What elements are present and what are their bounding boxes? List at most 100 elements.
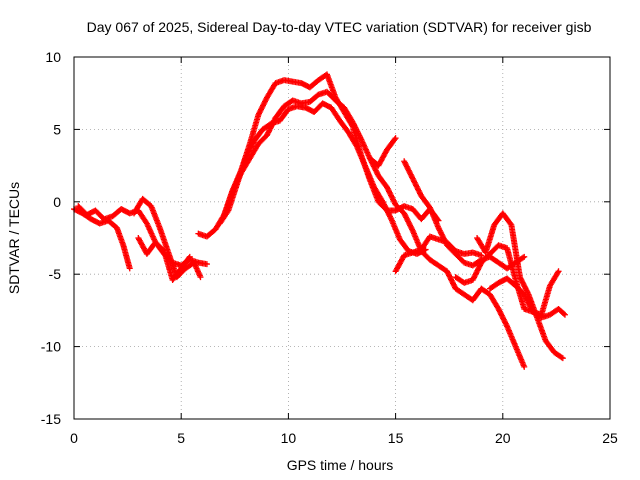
data-point <box>404 164 411 171</box>
data-point <box>386 212 393 219</box>
data-point <box>446 273 453 280</box>
data-point <box>501 317 508 324</box>
data-point <box>197 274 204 281</box>
data-point <box>521 291 528 298</box>
data-point <box>403 214 410 221</box>
data-point <box>248 143 255 150</box>
data-point <box>441 236 448 243</box>
data-point <box>260 102 267 109</box>
data-point <box>373 168 380 175</box>
data-point <box>450 281 457 288</box>
data-point <box>410 176 417 183</box>
data-point <box>414 184 421 191</box>
data-point <box>475 266 482 273</box>
data-point <box>561 311 568 318</box>
data-point <box>406 168 413 175</box>
data-point <box>232 180 239 187</box>
y-tick-label: -10 <box>41 339 61 355</box>
data-point <box>381 202 388 209</box>
data-point <box>261 98 268 105</box>
data-point <box>451 283 458 290</box>
data-point <box>411 179 418 186</box>
grid-lines <box>74 57 610 419</box>
data-point <box>261 99 268 106</box>
data-point <box>417 190 424 197</box>
data-point <box>402 160 409 167</box>
data-point <box>247 144 254 151</box>
data-point <box>230 185 237 192</box>
data-point <box>407 170 414 177</box>
data-point <box>392 135 399 142</box>
data-point <box>438 230 445 237</box>
data-point <box>257 107 264 114</box>
data-point <box>232 181 239 188</box>
x-tick-label: 0 <box>70 430 78 446</box>
x-tick-label: 10 <box>281 430 297 446</box>
data-point <box>525 299 532 306</box>
data-point <box>407 222 414 229</box>
data-point <box>236 173 243 180</box>
data-point <box>473 268 480 275</box>
data-point <box>351 123 358 130</box>
data-point <box>470 275 477 282</box>
data-point <box>473 270 480 277</box>
data-point <box>449 280 456 287</box>
series-track-12 <box>474 210 566 362</box>
data-point <box>436 226 443 233</box>
data-point <box>405 166 412 173</box>
data-point <box>498 312 505 319</box>
axis-ticks: 0 5 10 15 20 25 -15 -10 -5 0 5 10 <box>41 49 618 446</box>
data-point <box>384 185 391 192</box>
data-point <box>520 280 527 287</box>
data-point <box>554 269 561 276</box>
chart-title: Day 067 of 2025, Sidereal Day-to-day VTE… <box>87 19 592 35</box>
data-point <box>405 167 412 174</box>
data-point <box>521 292 528 299</box>
data-point <box>350 120 357 127</box>
data-point <box>372 167 379 174</box>
data-point <box>231 183 238 190</box>
data-point <box>387 192 394 199</box>
data-point <box>446 272 453 279</box>
data-point <box>528 306 535 313</box>
data-point <box>411 178 418 185</box>
data-point <box>269 120 276 127</box>
data-point <box>472 271 479 278</box>
data-point <box>502 320 509 327</box>
data-point <box>357 135 364 142</box>
data-point <box>366 155 373 162</box>
data-point <box>384 184 391 191</box>
data-point <box>527 303 534 310</box>
y-tick-label: -15 <box>41 411 61 427</box>
data-point <box>526 302 533 309</box>
data-point <box>560 310 567 317</box>
data-point <box>401 159 408 166</box>
data-point <box>442 239 449 246</box>
data-point <box>185 254 192 261</box>
data-point <box>386 189 393 196</box>
data-point <box>517 275 524 282</box>
data-point <box>259 103 266 110</box>
data-series <box>71 71 568 370</box>
data-point <box>368 158 375 165</box>
data-point <box>415 186 422 193</box>
series-track-13 <box>486 268 562 318</box>
data-point <box>267 124 274 131</box>
data-point <box>471 274 478 281</box>
data-point <box>233 179 240 186</box>
data-point <box>442 238 449 245</box>
data-point <box>412 180 419 187</box>
data-point <box>503 321 510 328</box>
data-point <box>500 316 507 323</box>
data-point <box>349 119 356 126</box>
x-axis-label: GPS time / hours <box>287 457 394 473</box>
data-point <box>265 128 272 135</box>
data-point <box>439 232 446 239</box>
data-point <box>255 111 262 118</box>
data-point <box>256 110 263 117</box>
data-point <box>356 132 363 139</box>
data-point <box>263 132 270 139</box>
data-point <box>354 128 361 135</box>
data-point <box>476 263 483 270</box>
data-point <box>264 130 271 137</box>
